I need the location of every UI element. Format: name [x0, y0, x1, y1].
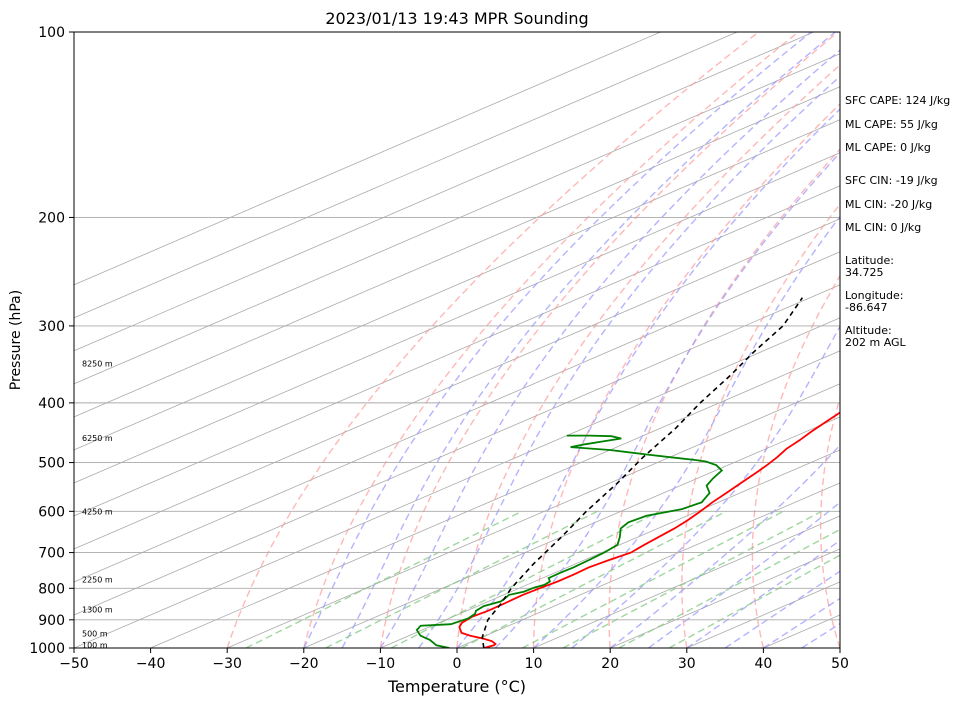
height-label: 8250 m	[82, 359, 113, 368]
isotherm-line	[74, 32, 661, 286]
y-tick-label: 400	[38, 396, 65, 412]
mixing-ratio-line	[461, 510, 727, 648]
info-line: Longitude:	[845, 289, 903, 302]
moist-adiabat-line	[724, 570, 840, 648]
info-panel: SFC CAPE: 124 J/kg ML CAPE: 55 J/kg ML CAP…	[845, 94, 950, 349]
y-tick-label: 300	[38, 319, 65, 335]
y-tick-label: 700	[38, 546, 65, 562]
info-line: ML CAPE: 0 J/kg	[845, 141, 931, 154]
x-axis-ticks: −50 −40 −30 −20 −10 0 10 20 30 40 50	[59, 648, 849, 672]
x-tick-label: 20	[601, 656, 619, 672]
dry-adiabat-line	[379, 32, 839, 648]
height-label: 4250 m	[82, 507, 113, 516]
dry-adiabat-line	[532, 102, 840, 648]
info-line: ML CIN: -20 J/kg	[845, 198, 932, 211]
y-tick-label: 1000	[29, 641, 65, 657]
isotherm-line	[533, 515, 840, 648]
info-line: ML CIN: 0 J/kg	[845, 221, 921, 234]
isotherm-line	[74, 119, 840, 451]
info-line: 34.725	[845, 266, 884, 279]
dry-adiabat-line	[226, 32, 759, 648]
moist-adiabat-line	[494, 151, 840, 648]
dry-adiabat-line	[820, 395, 840, 648]
isotherm-line	[74, 53, 840, 385]
mixing-ratio-line	[562, 510, 823, 648]
series-line-1	[458, 411, 840, 648]
moist-adiabat-line	[763, 597, 840, 648]
height-label: 500 m	[82, 630, 108, 639]
mixing-ratio-line	[522, 510, 784, 648]
x-tick-label: 0	[453, 656, 462, 672]
dry-adiabat-line	[456, 63, 840, 648]
isotherm-line	[456, 482, 840, 648]
isotherm-line	[74, 86, 840, 418]
isotherm-line	[303, 416, 840, 648]
isotherm-line	[74, 284, 840, 616]
isotherm-line	[227, 383, 840, 648]
height-label: 6250 m	[82, 434, 113, 443]
series-line-2	[415, 434, 724, 648]
dry-adiabat-line	[751, 274, 840, 648]
info-line: Altitude:	[845, 324, 892, 337]
dry-adiabat-line	[608, 148, 840, 648]
x-tick-label: −40	[136, 656, 166, 672]
isotherm-line	[74, 32, 814, 352]
mixing-ratio-line	[245, 510, 523, 648]
x-tick-label: 30	[678, 656, 696, 672]
moist-adiabat-line	[609, 444, 840, 648]
y-axis-title: Pressure (hPa)	[8, 290, 24, 390]
chart-title: 2023/01/13 19:43 MPR Sounding	[325, 9, 588, 28]
isotherm-line	[150, 350, 840, 648]
height-labels: 100 m 500 m 1300 m 2250 m 4250 m 6250 m 8250 m	[82, 359, 113, 649]
x-tick-label: −30	[212, 656, 242, 672]
info-line: SFC CIN: -19 J/kg	[845, 174, 938, 187]
x-axis-title: Temperature (°C)	[387, 677, 526, 696]
info-line: 202 m AGL	[845, 336, 907, 349]
moist-adiabat-line	[571, 324, 840, 648]
moist-adiabat-line	[418, 75, 840, 648]
y-tick-label: 200	[38, 210, 65, 226]
x-tick-label: 50	[831, 656, 849, 672]
y-tick-label: 900	[38, 613, 65, 629]
info-line: Latitude:	[845, 254, 894, 267]
y-tick-label: 600	[38, 504, 65, 520]
moist-adiabat-line	[379, 49, 840, 648]
series-line-3	[481, 297, 804, 648]
moist-adiabat-line	[303, 32, 812, 648]
y-tick-label: 100	[38, 25, 65, 41]
y-tick-label: 800	[38, 581, 65, 597]
moist-adiabat-line	[341, 32, 836, 648]
y-axis-ticks: 1000 900 800 700 600 500 400 300 200 100	[29, 25, 74, 657]
isotherm-line	[74, 32, 738, 319]
isotherm-line	[74, 218, 840, 550]
x-tick-label: −20	[289, 656, 319, 672]
background-lines	[74, 32, 960, 648]
isotherm-line	[380, 449, 840, 648]
info-line: -86.647	[845, 301, 887, 314]
dry-adiabat-line	[303, 32, 799, 648]
series-layer	[415, 297, 840, 648]
mixing-ratio-line	[390, 510, 660, 648]
dry-adiabat-line	[951, 32, 960, 648]
isotherm-line	[74, 251, 840, 583]
x-tick-label: −50	[59, 656, 89, 672]
isotherm-line	[74, 152, 840, 484]
isotherm-line	[74, 185, 840, 517]
info-line: SFC CAPE: 124 J/kg	[845, 94, 950, 107]
x-tick-label: −10	[366, 656, 396, 672]
height-label: 1300 m	[82, 606, 113, 615]
x-tick-label: 10	[525, 656, 543, 672]
moist-adiabat-line	[533, 215, 840, 648]
info-line: ML CAPE: 55 J/kg	[845, 118, 938, 131]
height-label: 100 m	[82, 641, 108, 650]
isotherm-line	[74, 317, 840, 648]
y-tick-label: 500	[38, 456, 65, 472]
height-label: 2250 m	[82, 575, 113, 584]
x-tick-label: 40	[754, 656, 772, 672]
